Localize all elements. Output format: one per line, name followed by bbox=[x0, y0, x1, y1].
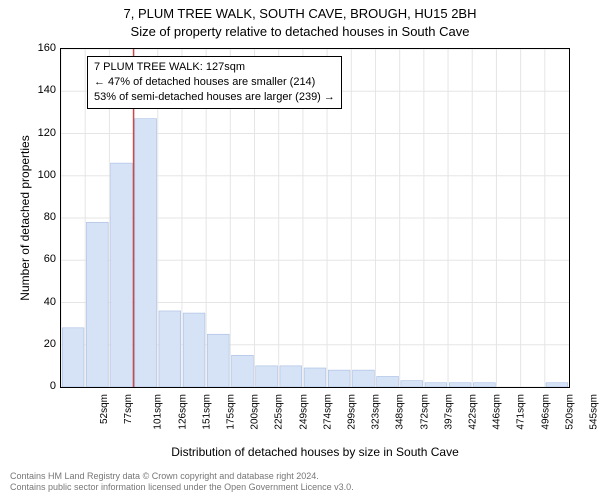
y-axis-label: Number of detached properties bbox=[18, 48, 32, 388]
x-tick: 225sqm bbox=[274, 394, 285, 430]
x-tick: 323sqm bbox=[371, 394, 382, 430]
x-tick: 496sqm bbox=[540, 394, 551, 430]
attribution-footer: Contains HM Land Registry data © Crown c… bbox=[10, 471, 354, 494]
x-tick: 77sqm bbox=[123, 394, 134, 424]
footer-line1: Contains HM Land Registry data © Crown c… bbox=[10, 471, 354, 483]
x-tick: 372sqm bbox=[419, 394, 430, 430]
x-tick: 397sqm bbox=[443, 394, 454, 430]
x-tick: 348sqm bbox=[395, 394, 406, 430]
chart-title-line1: 7, PLUM TREE WALK, SOUTH CAVE, BROUGH, H… bbox=[0, 6, 600, 21]
x-tick: 446sqm bbox=[492, 394, 503, 430]
x-tick: 101sqm bbox=[153, 394, 164, 430]
chart-container: { "titles":{ "line1":"7, PLUM TREE WALK,… bbox=[0, 0, 600, 500]
footer-line2: Contains public sector information licen… bbox=[10, 482, 354, 494]
x-tick: 545sqm bbox=[588, 394, 599, 430]
x-tick: 200sqm bbox=[250, 394, 261, 430]
x-tick: 471sqm bbox=[516, 394, 527, 430]
x-tick: 126sqm bbox=[177, 394, 188, 430]
infobox-line: ← 47% of detached houses are smaller (21… bbox=[94, 75, 335, 90]
x-tick: 175sqm bbox=[226, 394, 237, 430]
x-tick: 422sqm bbox=[468, 394, 479, 430]
infobox-line: 53% of semi-detached houses are larger (… bbox=[94, 90, 335, 105]
chart-title-line2: Size of property relative to detached ho… bbox=[0, 24, 600, 39]
x-tick: 249sqm bbox=[298, 394, 309, 430]
x-tick: 274sqm bbox=[322, 394, 333, 430]
infobox-line: 7 PLUM TREE WALK: 127sqm bbox=[94, 60, 335, 75]
x-tick: 520sqm bbox=[564, 394, 575, 430]
reference-infobox: 7 PLUM TREE WALK: 127sqm← 47% of detache… bbox=[87, 56, 342, 109]
x-tick: 52sqm bbox=[99, 394, 110, 424]
x-axis-label: Distribution of detached houses by size … bbox=[60, 445, 570, 459]
x-tick: 299sqm bbox=[347, 394, 358, 430]
x-tick: 151sqm bbox=[201, 394, 212, 430]
